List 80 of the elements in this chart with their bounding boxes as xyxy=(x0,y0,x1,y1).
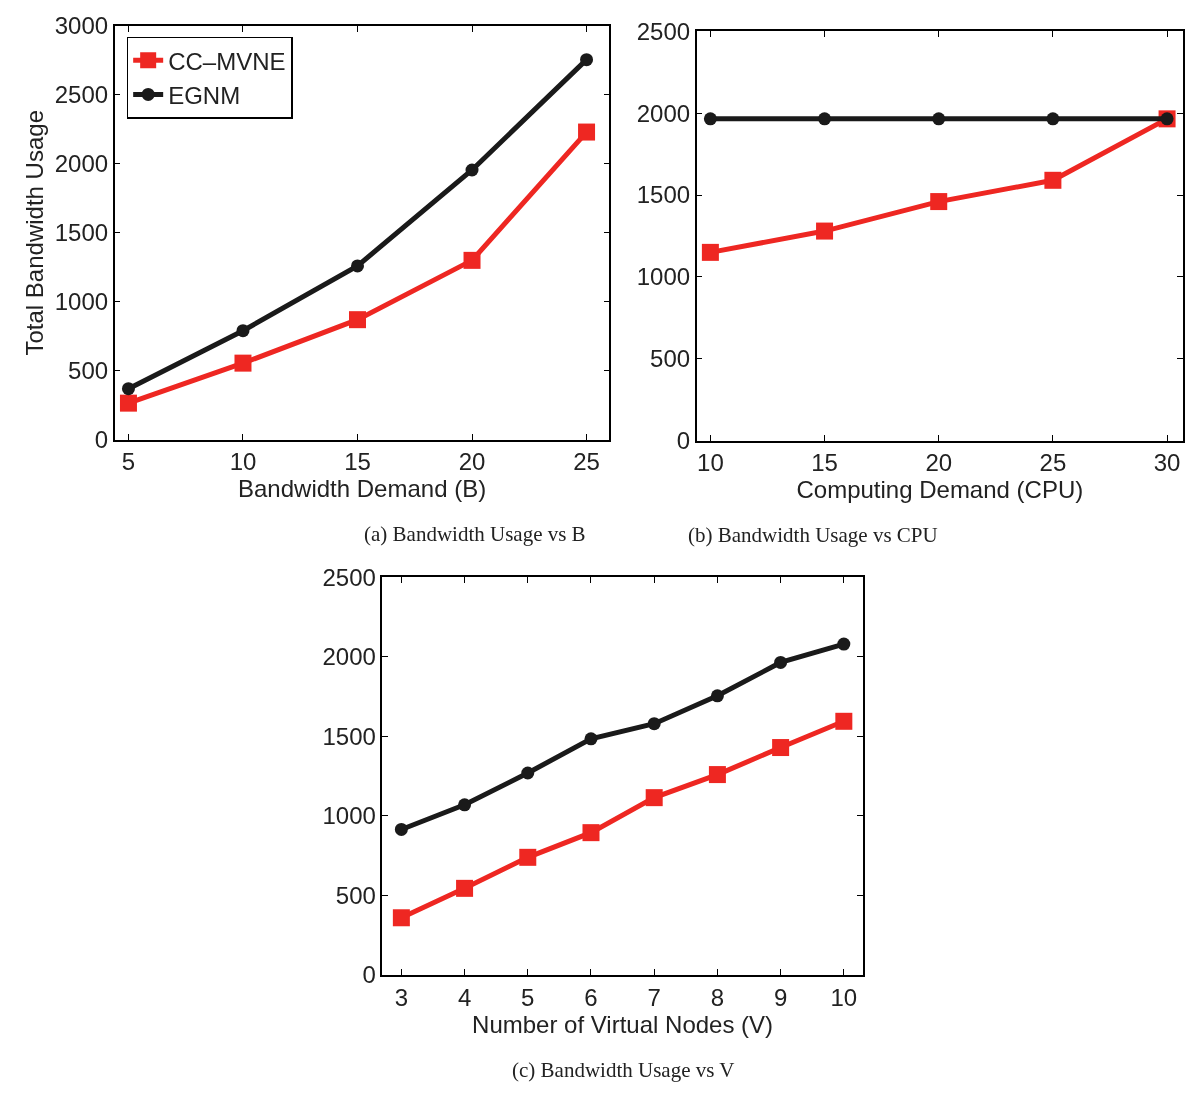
x-tick-label: 5 xyxy=(121,448,136,476)
x-tick-label: 20 xyxy=(925,449,953,477)
point xyxy=(456,879,474,897)
text: (a) Bandwidth Usage vs B xyxy=(364,522,586,546)
y-tick-label: 0 xyxy=(676,427,691,455)
x-tick-label: 15 xyxy=(811,449,838,477)
point xyxy=(351,259,364,273)
x-tick-label: 9 xyxy=(773,983,788,1011)
point xyxy=(578,123,596,141)
y-tick-label: 2000 xyxy=(54,150,109,178)
y-tick-label: 3000 xyxy=(54,12,109,40)
point xyxy=(234,354,252,372)
x-tick-label: 10 xyxy=(697,449,724,477)
x-axis-title: Bandwidth Demand (B) xyxy=(238,475,487,503)
point xyxy=(708,766,726,784)
point xyxy=(816,222,834,240)
text: (c) Bandwidth Usage vs V xyxy=(512,1058,735,1082)
point xyxy=(236,324,250,338)
point xyxy=(932,112,946,126)
point xyxy=(837,637,851,651)
point xyxy=(835,712,853,730)
text: (b) Bandwidth Usage vs CPU xyxy=(688,523,938,547)
point xyxy=(930,193,948,211)
x-tick-label: 4 xyxy=(457,983,472,1011)
x-axis-title: Computing Demand (CPU) xyxy=(796,476,1084,504)
point xyxy=(774,655,788,669)
point xyxy=(647,717,661,731)
y-tick-label: 2500 xyxy=(636,17,691,45)
point xyxy=(818,112,832,126)
point xyxy=(521,766,535,780)
y-tick-label: 2000 xyxy=(636,99,691,127)
y-tick-label: 1000 xyxy=(636,263,691,291)
y-tick-label: 0 xyxy=(94,426,109,454)
y-tick-label: 500 xyxy=(650,345,691,373)
y-axis-title: Total Bandwidth Usage xyxy=(21,110,49,356)
point xyxy=(703,112,717,126)
x-tick-label: 6 xyxy=(584,983,598,1011)
y-tick-label: 1000 xyxy=(54,288,109,316)
x-tick-label: 10 xyxy=(229,448,257,476)
y-tick-label: 0 xyxy=(362,961,376,989)
x-tick-label: 10 xyxy=(830,983,858,1011)
legend-label: CC–MVNE xyxy=(168,47,286,75)
x-tick-label: 20 xyxy=(458,448,486,476)
point xyxy=(465,163,479,177)
y-tick-label: 500 xyxy=(68,357,109,385)
point xyxy=(1044,171,1062,189)
point xyxy=(710,689,724,703)
legend-label: EGNM xyxy=(168,81,241,109)
y-tick-label: 1500 xyxy=(636,181,691,209)
x-axis-title: Number of Virtual Nodes (V) xyxy=(472,1010,774,1038)
x-tick-label: 8 xyxy=(710,983,725,1011)
point xyxy=(121,382,135,396)
x-tick-label: 3 xyxy=(394,983,409,1011)
point xyxy=(580,53,594,67)
point xyxy=(394,822,408,836)
point xyxy=(701,243,719,261)
point xyxy=(645,789,663,807)
point xyxy=(584,732,598,746)
y-tick-label: 2000 xyxy=(322,643,376,671)
y-tick-label: 2500 xyxy=(322,563,376,591)
y-tick-label: 1500 xyxy=(54,219,109,247)
y-tick-label: 500 xyxy=(335,881,376,909)
point xyxy=(519,848,537,866)
y-tick-label: 2500 xyxy=(54,81,109,109)
x-tick-label: 5 xyxy=(521,983,535,1011)
point xyxy=(119,394,137,412)
point xyxy=(458,798,472,812)
y-tick-label: 1000 xyxy=(322,802,376,830)
point xyxy=(772,739,790,757)
x-tick-label: 30 xyxy=(1153,449,1181,477)
point xyxy=(392,909,410,927)
y-tick-label: 1500 xyxy=(322,722,376,750)
x-tick-label: 25 xyxy=(1039,449,1067,477)
point xyxy=(349,311,366,329)
x-tick-label: 7 xyxy=(647,983,661,1011)
point xyxy=(1046,112,1060,126)
point xyxy=(582,824,600,842)
x-tick-label: 15 xyxy=(344,448,371,476)
x-tick-label: 25 xyxy=(573,448,600,476)
point xyxy=(463,251,481,269)
